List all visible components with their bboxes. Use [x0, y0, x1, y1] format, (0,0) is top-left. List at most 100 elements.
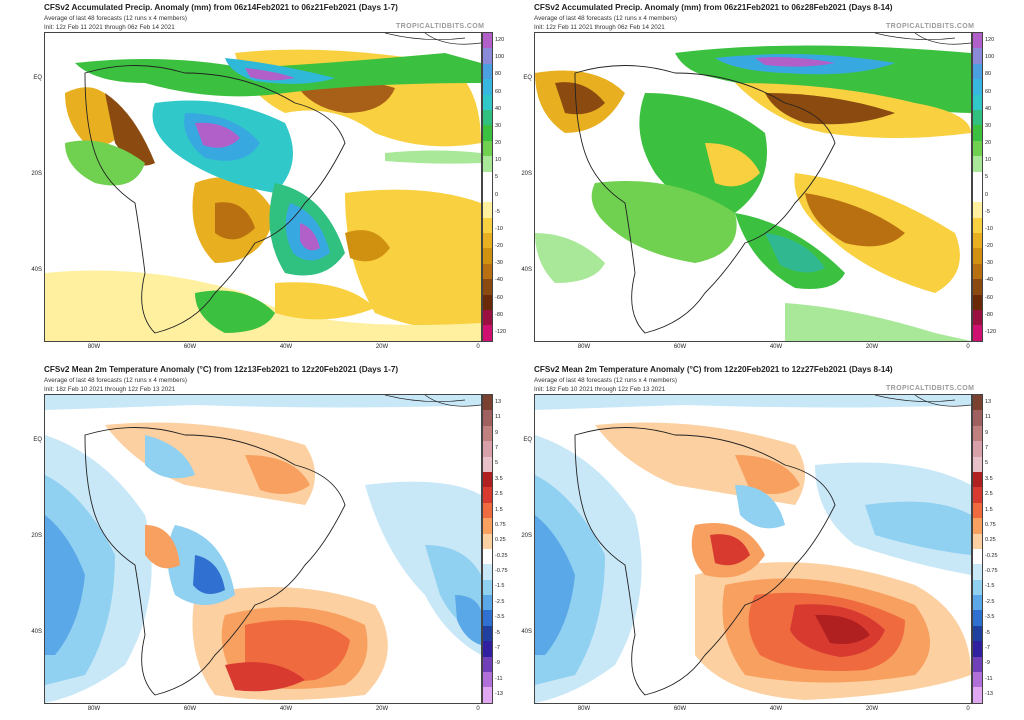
colorbar-swatch	[973, 248, 982, 264]
colorbar-tick-label: 9	[495, 429, 499, 436]
colorbar-swatch	[973, 395, 982, 411]
colorbar-swatch	[483, 63, 492, 80]
colorbar-tick-label: -80	[985, 311, 993, 318]
colorbar-tick-label: 80	[495, 71, 502, 78]
colorbar-tick-label: 60	[985, 88, 992, 95]
colorbar-swatch	[483, 202, 492, 218]
colorbar-swatch	[973, 109, 982, 126]
colorbar-tick-label: 11	[985, 414, 991, 421]
colorbar-swatch	[483, 487, 492, 503]
precip-map	[44, 32, 482, 342]
colorbar-swatch	[483, 548, 492, 565]
lat-label-20s: 20S	[521, 533, 532, 539]
lat-label-eq: EQ	[33, 437, 42, 443]
colorbar-tick-label: -5	[495, 208, 500, 215]
lon-label-60w: 60W	[673, 706, 687, 712]
colorbar-tick-label: 10	[495, 157, 502, 164]
colorbar-tick-label: 0.75	[985, 521, 996, 528]
colorbar-swatch	[483, 564, 492, 580]
colorbar-swatch	[973, 79, 982, 95]
panel-subtitle: Average of last 48 forecasts (12 runs x …	[534, 377, 678, 384]
panel-init: Init: 12z Feb 11 2021 through 06z Feb 14…	[44, 24, 175, 31]
lon-label-20w: 20W	[375, 706, 389, 712]
colorbar-tick-label: 11	[495, 414, 501, 421]
colorbar-tick-label: 100	[985, 54, 995, 61]
lat-label-40s: 40S	[31, 629, 42, 635]
colorbar-swatch	[973, 487, 982, 503]
colorbar-tick-label: -7	[495, 644, 500, 651]
colorbar-tick-label: -10	[985, 225, 993, 232]
colorbar-swatch	[973, 579, 982, 596]
colorbar-swatch	[483, 217, 492, 234]
colorbar-tick-label: 9	[985, 429, 989, 436]
colorbar-swatch	[973, 625, 982, 642]
colorbar-tick-label: -5	[985, 629, 990, 636]
lat-label-eq: EQ	[523, 75, 532, 81]
panel-subtitle: Average of last 48 forecasts (12 runs x …	[44, 15, 188, 22]
colorbar-swatch	[973, 63, 982, 80]
lat-label-20s: 20S	[521, 171, 532, 177]
lon-label-0: 0	[966, 706, 970, 712]
colorbar-swatch	[483, 410, 492, 426]
colorbar-tick-label: -3.5	[495, 614, 505, 621]
panel-subtitle: Average of last 48 forecasts (12 runs x …	[534, 15, 678, 22]
colorbar-swatch	[483, 94, 492, 110]
colorbar-tick-label: 20	[495, 140, 502, 147]
colorbar-swatch	[483, 186, 492, 203]
brand-watermark: TROPICALTIDBITS.COM	[886, 385, 975, 392]
lon-label-60w: 60W	[673, 344, 687, 350]
colorbar-tick-label: -1.5	[495, 583, 505, 590]
lon-label-80w: 80W	[577, 344, 591, 350]
colorbar-tick-label: 0.75	[495, 521, 506, 528]
colorbar-swatch	[483, 171, 492, 187]
colorbar-tick-label: -2.5	[985, 598, 995, 605]
colorbar-swatch	[483, 625, 492, 642]
colorbar-swatch	[973, 471, 982, 488]
colorbar-precip	[482, 32, 493, 342]
colorbar-swatch	[973, 125, 982, 141]
colorbar-temperature	[972, 394, 983, 704]
panel-title: CFSv2 Mean 2m Temperature Anomaly (°C) f…	[534, 365, 893, 374]
colorbar-swatch	[483, 109, 492, 126]
colorbar-tick-label: 30	[985, 122, 992, 129]
colorbar-tick-label: 100	[495, 54, 505, 61]
lon-label-0: 0	[966, 344, 970, 350]
colorbar-swatch	[973, 33, 982, 49]
colorbar-swatch	[483, 579, 492, 596]
colorbar-swatch	[973, 548, 982, 565]
colorbar-swatch	[973, 263, 982, 280]
brand-watermark: TROPICALTIDBITS.COM	[396, 23, 485, 30]
colorbar-swatch	[483, 125, 492, 141]
colorbar-swatch	[483, 672, 492, 688]
precip-map	[534, 32, 972, 342]
colorbar-tick-label: 13	[985, 399, 992, 405]
lat-label-40s: 40S	[31, 267, 42, 273]
colorbar-swatch	[973, 595, 982, 611]
colorbar-tick-label: 120	[495, 37, 505, 43]
lon-label-40w: 40W	[279, 344, 293, 350]
colorbar-tick-label: -13	[495, 691, 503, 697]
colorbar-tick-label: -20	[985, 243, 993, 250]
colorbar-swatch	[973, 94, 982, 110]
colorbar-tick-label: 2.5	[495, 491, 503, 498]
colorbar-swatch	[483, 48, 492, 64]
colorbar-tick-label: -60	[985, 294, 993, 301]
lon-label-80w: 80W	[87, 344, 101, 350]
panel-title: CFSv2 Mean 2m Temperature Anomaly (°C) f…	[44, 365, 399, 374]
colorbar-tick-label: -40	[495, 277, 503, 284]
temperature-map	[534, 394, 972, 704]
colorbar-swatch	[973, 533, 982, 549]
colorbar-tick-label: -80	[495, 311, 503, 318]
colorbar-swatch	[483, 656, 492, 673]
colorbar-swatch	[973, 48, 982, 64]
colorbar-swatch	[973, 410, 982, 426]
colorbar-swatch	[483, 294, 492, 311]
panel-subtitle: Average of last 48 forecasts (12 runs x …	[44, 377, 188, 384]
lat-label-20s: 20S	[31, 171, 42, 177]
colorbar-swatch	[483, 610, 492, 626]
colorbar-swatch	[483, 441, 492, 457]
colorbar-swatch	[973, 518, 982, 534]
colorbar-swatch	[973, 610, 982, 626]
colorbar-tick-label: 5	[495, 174, 499, 181]
colorbar-swatch	[483, 502, 492, 519]
